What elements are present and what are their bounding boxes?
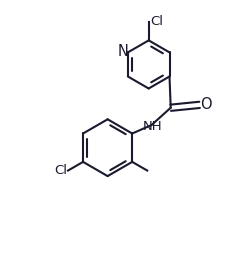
Text: Cl: Cl [150,15,163,28]
Text: N: N [118,44,129,59]
Text: NH: NH [143,120,162,133]
Text: Cl: Cl [54,164,67,177]
Text: O: O [201,97,212,112]
